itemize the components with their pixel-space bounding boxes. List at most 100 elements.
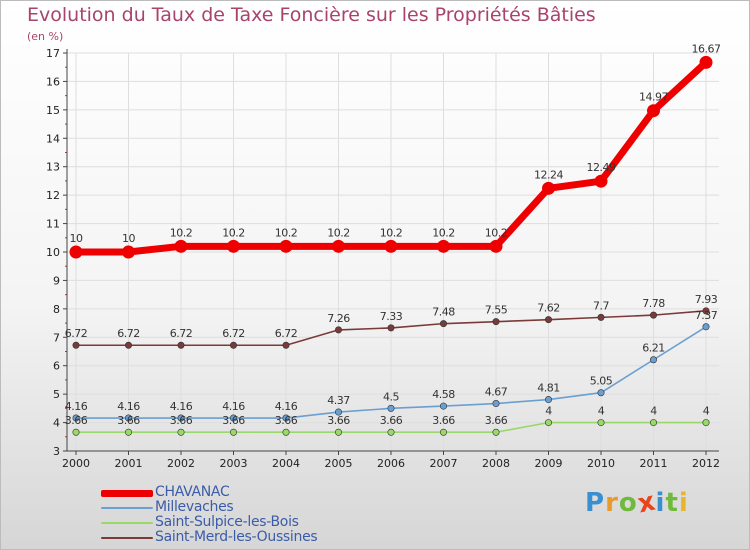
data-label: 4.58 (432, 388, 455, 401)
data-label: 6.72 (117, 327, 140, 340)
data-label: 10.2 (327, 226, 350, 239)
y-tick-label: 9 (53, 274, 60, 287)
series-lines (69, 55, 713, 436)
data-label: 10.2 (485, 226, 508, 239)
data-labels: 10 10 10.2 10.2 10.2 10.2 10.2 10.2 10.2 12.24 12.… (65, 42, 722, 427)
x-tick-label: 2005 (325, 457, 353, 470)
data-point (544, 316, 552, 324)
x-tick-label: 2009 (535, 457, 563, 470)
x-tick-label: 2008 (482, 457, 510, 470)
x-tick-label: 2012 (692, 457, 720, 470)
data-label: 4.5 (383, 390, 399, 403)
y-tick-label: 7 (53, 331, 60, 344)
data-point (282, 414, 290, 422)
x-tick-label: 2002 (167, 457, 195, 470)
data-point (125, 414, 133, 422)
data-label: 16.67 (692, 42, 721, 55)
data-point (230, 428, 238, 436)
data-point (122, 245, 135, 259)
data-label: 4.16 (170, 400, 193, 413)
data-point (702, 323, 710, 331)
data-label: 3.66 (327, 414, 350, 427)
data-label: 14.97 (639, 91, 668, 104)
data-point (439, 402, 447, 410)
data-point (334, 428, 342, 436)
data-label: 4.16 (117, 400, 140, 413)
data-point (72, 414, 80, 422)
logo-letter: r (605, 488, 619, 518)
y-tick-label: 15 (46, 104, 60, 117)
data-point (439, 428, 447, 436)
data-point (332, 239, 345, 253)
data-label: 7.33 (380, 310, 403, 323)
data-point (279, 239, 293, 253)
data-label: 3.66 (117, 414, 140, 427)
data-label: 5.05 (590, 375, 613, 388)
legend-label: Saint-Merd-les-Oussines (155, 529, 318, 545)
gridlines (67, 52, 719, 452)
data-label: 10 (122, 232, 135, 245)
y-tick-label: 6 (53, 360, 60, 373)
legend-label: Millevaches (155, 499, 234, 515)
data-label: 4.16 (222, 400, 245, 413)
data-point (282, 341, 290, 349)
data-point (227, 239, 240, 253)
data-point (334, 326, 342, 334)
data-point (384, 239, 398, 253)
x-tick-label: 2001 (115, 457, 143, 470)
data-point (649, 419, 657, 427)
data-label: 10 (70, 232, 83, 245)
y-tick-label: 17 (46, 47, 60, 60)
data-point (439, 320, 447, 328)
data-label: 4 (598, 405, 605, 418)
x-tick-label: 2007 (430, 457, 458, 470)
x-tick-label: 2006 (377, 457, 405, 470)
data-label: 4 (703, 405, 710, 418)
data-label: 10.2 (222, 226, 245, 239)
data-label: 4.16 (65, 400, 88, 413)
data-label: 7.37 (695, 309, 718, 322)
data-label: 7.93 (695, 293, 718, 306)
data-label: 7.26 (327, 312, 350, 325)
data-point (177, 341, 185, 349)
data-point (72, 428, 80, 436)
legend-swatch-millevaches (101, 507, 153, 509)
y-tick-label: 16 (46, 75, 60, 88)
data-point (387, 324, 395, 332)
data-point (699, 55, 713, 69)
data-label: 12.24 (534, 168, 563, 181)
legend-label: Saint-Sulpice-les-Bois (155, 514, 299, 530)
logo-letter: P (585, 488, 606, 518)
data-point (649, 356, 657, 364)
data-point (72, 341, 80, 349)
data-label: 10.2 (380, 226, 403, 239)
data-point (597, 419, 605, 427)
data-label: 3.66 (275, 414, 298, 427)
data-point (437, 239, 450, 253)
y-tick-label: 8 (53, 303, 60, 316)
data-label: 4.67 (485, 386, 508, 399)
data-label: 3.66 (380, 414, 403, 427)
data-point (702, 307, 710, 315)
data-point (492, 428, 500, 436)
legend-swatch-saint-merd (101, 537, 153, 539)
axes: 3 4 5 6 7 8 9 10 11 12 13 14 15 16 17 2000 2001 2002 2003 2… (46, 47, 720, 470)
data-label: 3.66 (432, 414, 455, 427)
data-point (125, 428, 133, 436)
data-point (282, 428, 290, 436)
data-point (69, 245, 83, 259)
data-label: 3.66 (222, 414, 245, 427)
logo-letter: o (618, 488, 638, 518)
logo-letter: t (665, 488, 679, 518)
data-label: 6.72 (275, 327, 298, 340)
legend-swatch-saint-sulpice (101, 522, 153, 524)
data-label: 7.48 (432, 306, 455, 319)
data-label: 3.66 (65, 414, 88, 427)
x-tick-label: 2000 (62, 457, 90, 470)
data-point (492, 400, 500, 408)
data-point (489, 239, 503, 253)
data-label: 7.55 (485, 304, 508, 317)
y-tick-label: 10 (46, 246, 60, 259)
data-point (542, 181, 555, 195)
